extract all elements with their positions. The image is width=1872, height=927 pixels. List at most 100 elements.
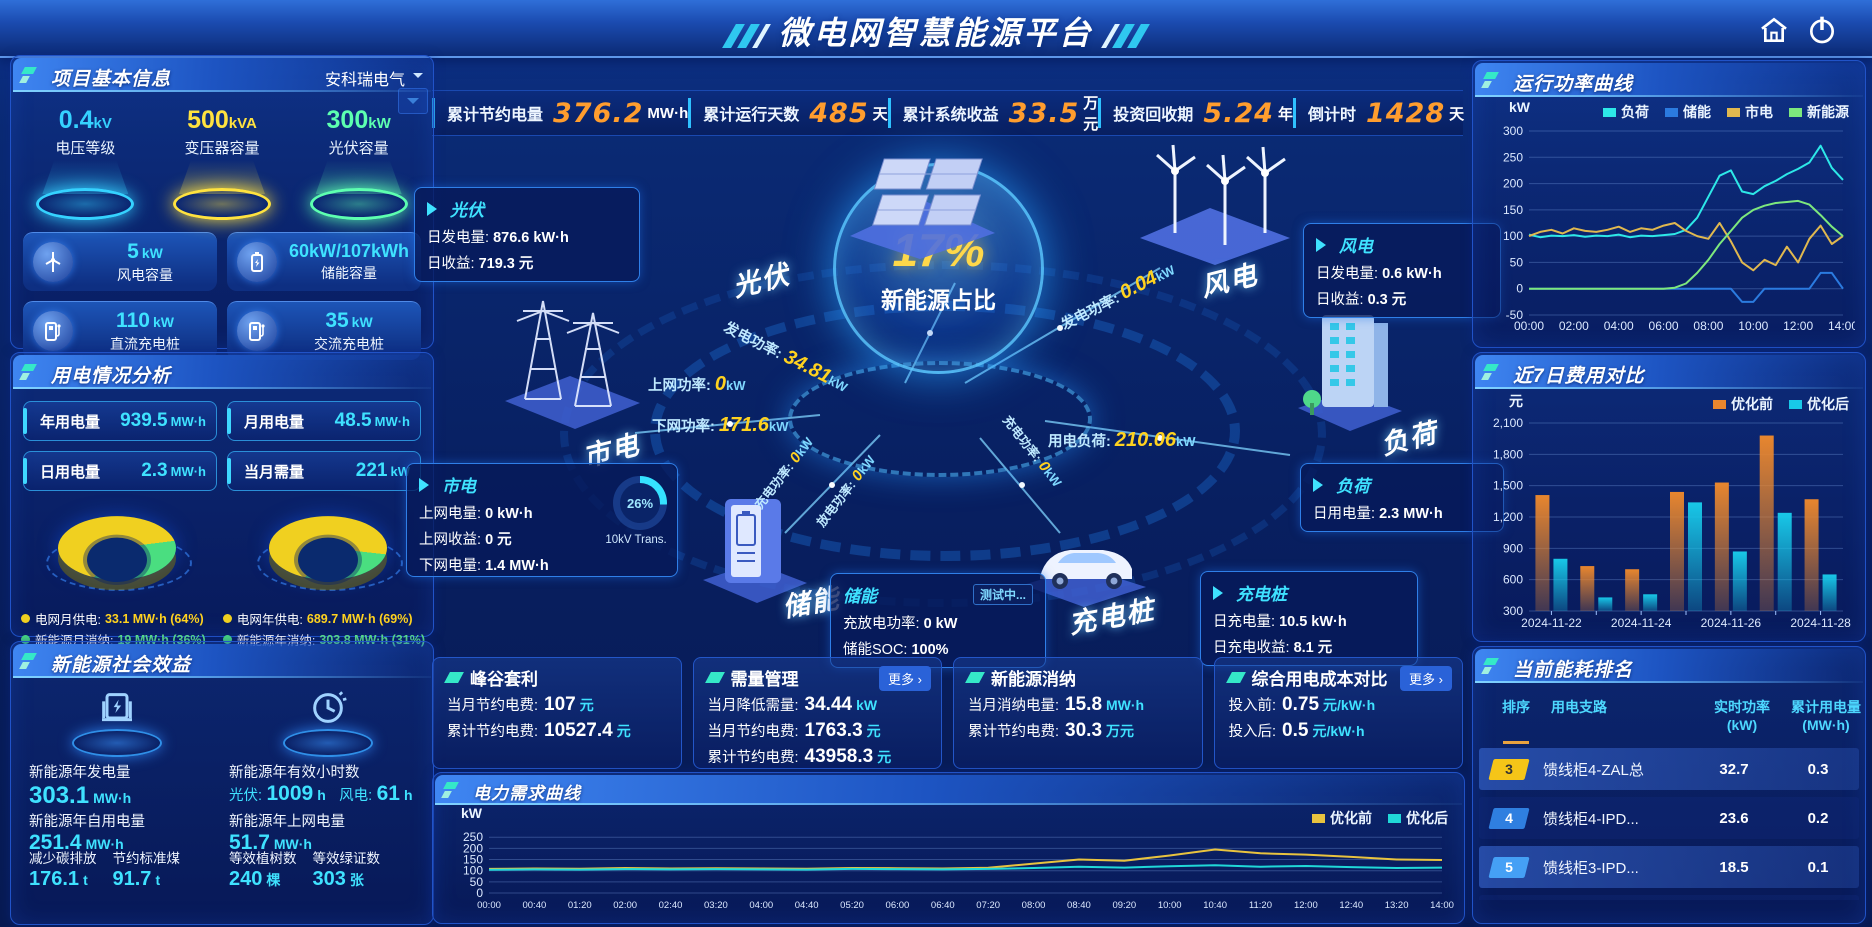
table-row[interactable]: 3 馈线柜4-ZAL总 32.7 0.3 xyxy=(1479,748,1859,790)
svg-text:04:00: 04:00 xyxy=(749,900,773,911)
transformer-label: 10kV Trans. xyxy=(605,534,667,546)
box-cost-comparison: 综合用电成本对比 更多 › 投入前: 0.75 元/kW·h 投入后: 0.5 元/kW… xyxy=(1213,657,1463,769)
power-curve-chart: 300 250 200 150 100 50 0 -50 00:00 02:00 04:00 06:0… xyxy=(1483,123,1858,335)
load-info-box: 负荷 日用电量: 2.3 MW·h xyxy=(1300,463,1504,532)
chevron-down-icon[interactable] xyxy=(413,73,423,83)
grid-pylons-icon xyxy=(505,300,640,429)
kpi-run-days: 累计运行天数 485 天 xyxy=(688,98,888,129)
panel-title: 当前能耗排名 xyxy=(1513,660,1634,681)
svg-text:02:00: 02:00 xyxy=(613,900,637,911)
table-row[interactable]: 5 馈线柜3-IPD... 18.5 0.1 xyxy=(1479,846,1859,888)
rank-table-header: 排序 用电支路 实时功率 (kW) 累计用电量 (MW·h) xyxy=(1473,683,1865,739)
y-axis-unit: 元 xyxy=(1509,393,1523,409)
stat-green-certs: 等效绿证数 303 张 xyxy=(312,851,381,890)
box-renewable-consumption: 新能源消纳 当月消纳电量: 15.8 MW·h 累计节约电费: 30.3 万元 xyxy=(953,657,1203,769)
legend-item[interactable]: 储能 xyxy=(1665,102,1711,122)
svg-text:2024-11-26: 2024-11-26 xyxy=(1701,616,1762,630)
panel-renewable-benefit: 新能源社会效益 新能源年发电量 303.1 MW·h 新能源年有效小时数 光伏: … xyxy=(10,641,434,925)
arrow-icon xyxy=(1213,585,1230,600)
legend-item[interactable]: 优化后 xyxy=(1789,394,1849,414)
card-ac-charger: 35 kW 交流充电桩 xyxy=(227,301,421,360)
pedestal-pv-capacity: 300kW 光伏容量 xyxy=(296,106,422,220)
table-row[interactable]: 6 馈线柜6-IPD 22.7 0.1 xyxy=(1479,895,1859,900)
wind-turbines-icon xyxy=(1140,144,1290,265)
svg-text:300: 300 xyxy=(1503,604,1523,618)
arrow-icon xyxy=(1313,477,1330,492)
panel-corner-icon xyxy=(19,651,41,671)
panel-corner-icon xyxy=(19,362,41,382)
kpi-payback-period: 投资回收期 5.24 年 xyxy=(1098,98,1293,129)
svg-text:250: 250 xyxy=(1503,150,1523,164)
energy-meter-icon xyxy=(101,693,132,722)
home-icon[interactable] xyxy=(1758,14,1790,46)
pedestal-transformer: 500kVA 变压器容量 xyxy=(159,106,285,220)
ess-status-badge: 测试中... xyxy=(972,584,1033,605)
svg-text:00:40: 00:40 xyxy=(522,900,546,911)
panel-title: 项目基本信息 xyxy=(51,69,172,90)
card-storage-capacity: 60kW/107kWh 储能容量 xyxy=(227,232,421,291)
more-button[interactable]: 更多 › xyxy=(879,666,931,691)
svg-text:08:40: 08:40 xyxy=(1067,900,1091,911)
legend-item[interactable]: 市电 xyxy=(1727,102,1773,122)
svg-text:2024-11-22: 2024-11-22 xyxy=(1521,616,1582,630)
corner-icon xyxy=(704,672,725,683)
summary-box-row: 峰谷套利 当月节约电费: 107 元 累计节约电费: 10527.4 元 需量管理 更多… xyxy=(432,657,1463,769)
legend-item[interactable]: 优化前 xyxy=(1713,394,1773,414)
legend-item[interactable]: 新能源 xyxy=(1789,102,1849,122)
col-power: 实时功率 (kW) xyxy=(1714,699,1770,733)
stat-day-usage: 日用电量 2.3 MW·h xyxy=(23,451,217,491)
transformer-load-gauge: 26% xyxy=(613,476,667,530)
svg-text:1,500: 1,500 xyxy=(1493,479,1523,493)
svg-text:50: 50 xyxy=(470,875,484,889)
table-row[interactable]: 4 馈线柜4-IPD... 23.6 0.2 xyxy=(1479,797,1859,839)
scroll-indicator xyxy=(1503,741,1529,744)
svg-text:08:00: 08:00 xyxy=(1693,319,1723,333)
svg-text:02:00: 02:00 xyxy=(1559,319,1589,333)
col-branch: 用电支路 xyxy=(1551,699,1607,715)
project-selector[interactable]: 安科瑞电气 xyxy=(324,72,405,89)
more-button[interactable]: 更多 › xyxy=(1400,666,1452,691)
demand-curve-chart: 250 200 150 100 50 0 00:00 00:40 01:20 02:00 02:40… xyxy=(443,827,1454,913)
stat-annual-generation: 新能源年发电量 303.1 MW·h xyxy=(29,765,132,809)
storage-battery-icon xyxy=(703,499,807,603)
corner-icon xyxy=(1225,672,1246,683)
panel-title: 用电情况分析 xyxy=(51,366,172,387)
svg-text:04:40: 04:40 xyxy=(795,900,819,911)
svg-text:200: 200 xyxy=(463,841,483,855)
ev-info-box: 充电桩 日充电量: 10.5 kW·h 日充电收益: 8.1 元 xyxy=(1200,571,1418,666)
generation-pedestal xyxy=(57,688,177,757)
donut-year xyxy=(253,505,403,601)
panel-corner-icon xyxy=(1481,70,1503,90)
ess-info-box: 储能 测试中... 充放电功率: 0 kW 储能SOC: 100% xyxy=(830,573,1046,668)
rank-table-body: 3 馈线柜4-ZAL总 32.7 0.3 4 馈线柜4-IPD... 23.6 … xyxy=(1473,748,1865,900)
legend-item[interactable]: 优化前 xyxy=(1312,808,1372,828)
legend-item[interactable]: 优化后 xyxy=(1388,808,1448,828)
project-pedestals: 0.4kV 电压等级 500kVA 变压器容量 300kW 光伏容量 xyxy=(11,92,433,220)
card-wind-capacity: 5 kW 风电容量 xyxy=(23,232,217,291)
stat-co2-reduction: 减少碳排放 176.1 t xyxy=(29,851,97,890)
svg-text:06:00: 06:00 xyxy=(1649,319,1679,333)
dc-charger-icon xyxy=(33,311,73,351)
svg-text:10:00: 10:00 xyxy=(1738,319,1768,333)
svg-text:50: 50 xyxy=(1510,255,1524,269)
svg-text:11:20: 11:20 xyxy=(1249,900,1272,911)
svg-text:06:40: 06:40 xyxy=(931,900,955,911)
load-building-icon xyxy=(1298,315,1402,431)
wind-info-box: 风电 日发电量: 0.6 kW·h 日收益: 0.3 元 xyxy=(1303,223,1501,318)
legend-item[interactable]: 负荷 xyxy=(1603,102,1649,122)
power-icon[interactable] xyxy=(1806,14,1838,46)
grid-info-box: 市电 上网电量: 0 kW·h 上网收益: 0 元 下网电量: 1.4 MW·h… xyxy=(406,463,678,577)
hours-pedestal xyxy=(268,688,388,757)
box-demand-management: 需量管理 更多 › 当月降低需量: 34.44 kW 当月节约电费: 1763.3 元 … xyxy=(692,657,942,769)
rank-badge: 4 xyxy=(1488,807,1530,829)
kpi-saved-energy: 累计节约电量 376.2 MW·h xyxy=(432,98,688,129)
svg-text:09:20: 09:20 xyxy=(1112,900,1136,911)
benefit-pedestals xyxy=(11,678,433,757)
legend-dot xyxy=(21,614,30,623)
kpi-bar: 累计节约电量 376.2 MW·h 累计运行天数 485 天 累计系统收益 33.5 万元 … xyxy=(432,90,1464,136)
svg-text:-50: -50 xyxy=(1506,308,1524,322)
arrow-icon xyxy=(427,201,444,216)
col-rank: 排序 xyxy=(1502,699,1530,715)
y-axis-unit: kW xyxy=(461,805,482,821)
ev-car-icon xyxy=(1023,550,1146,607)
